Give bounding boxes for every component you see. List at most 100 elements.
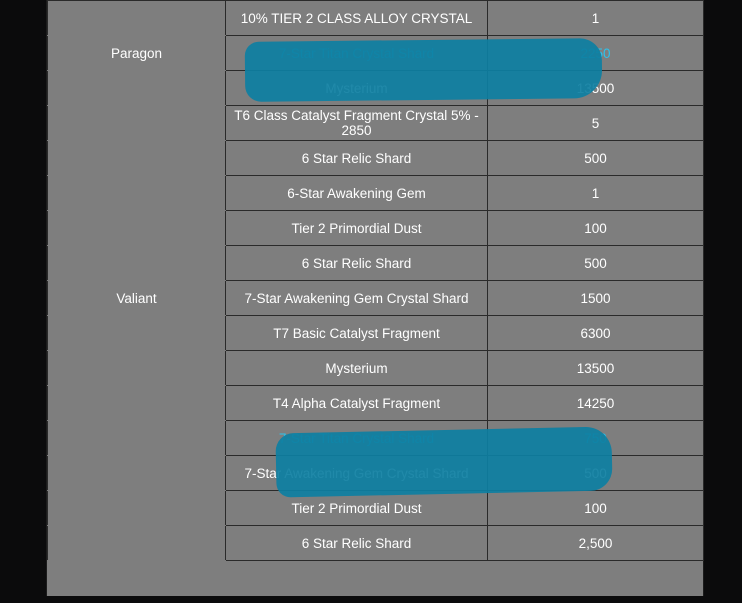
quantity-value: 500 <box>584 255 607 271</box>
group-cell: Paragon <box>47 35 226 71</box>
quantity-cell: 1 <box>487 0 704 36</box>
group-cell <box>47 210 226 246</box>
rewards-table: 10% TIER 2 CLASS ALLOY CRYSTAL 1 Paragon 7-… <box>47 0 704 561</box>
table-row: 6 Star Relic Shard 2,500 <box>47 525 704 561</box>
item-cell: Mysterium <box>225 350 488 386</box>
quantity-value: 750 <box>584 430 607 446</box>
item-name: 10% TIER 2 CLASS ALLOY CRYSTAL <box>240 10 473 26</box>
quantity-cell: 2250 <box>487 35 704 71</box>
quantity-value: 5 <box>591 115 600 131</box>
quantity-cell: 6300 <box>487 315 704 351</box>
group-cell <box>47 0 226 36</box>
table-row: 7-Star Titan Crystal Shard 750 <box>47 420 704 456</box>
quantity-cell: 1 <box>487 175 704 211</box>
quantity-cell: 1500 <box>487 280 704 316</box>
item-name: 6 Star Relic Shard <box>301 150 412 166</box>
item-name: Mysterium <box>325 360 388 376</box>
quantity-cell: 2,500 <box>487 525 704 561</box>
item-cell: T6 Class Catalyst Fragment Crystal 5% - … <box>225 105 488 141</box>
item-cell: 6 Star Relic Shard <box>225 140 488 176</box>
item-cell: Tier 2 Primordial Dust <box>225 490 488 526</box>
quantity-value: 1 <box>591 185 600 201</box>
item-cell: 6 Star Relic Shard <box>225 245 488 281</box>
quantity-value: 2250 <box>580 45 611 61</box>
group-cell <box>47 175 226 211</box>
quantity-cell: 13500 <box>487 350 704 386</box>
table-row: T6 Class Catalyst Fragment Crystal 5% - … <box>47 105 704 141</box>
item-name: T4 Alpha Catalyst Fragment <box>272 395 441 411</box>
quantity-cell: 500 <box>487 245 704 281</box>
item-name: 7-Star Titan Crystal Shard <box>278 45 435 61</box>
quantity-cell: 500 <box>487 455 704 491</box>
quantity-cell: 500 <box>487 140 704 176</box>
bottom-border <box>0 596 742 603</box>
item-cell: T4 Alpha Catalyst Fragment <box>225 385 488 421</box>
table-row: Valiant 7-Star Awakening Gem Crystal Shar… <box>47 280 704 316</box>
table-row: T4 Alpha Catalyst Fragment 14250 <box>47 385 704 421</box>
item-name: 6 Star Relic Shard <box>301 535 412 551</box>
group-cell <box>47 525 226 561</box>
item-name: 7-Star Awakening Gem Crystal Shard <box>244 465 469 481</box>
item-cell: 7-Star Titan Crystal Shard <box>225 35 488 71</box>
item-name: Tier 2 Primordial Dust <box>291 220 422 236</box>
group-cell <box>47 105 226 141</box>
group-cell <box>47 140 226 176</box>
table-row: 10% TIER 2 CLASS ALLOY CRYSTAL 1 <box>47 0 704 36</box>
group-cell <box>47 315 226 351</box>
quantity-value: 6300 <box>580 325 611 341</box>
table-row: 6-Star Awakening Gem 1 <box>47 175 704 211</box>
quantity-value: 13500 <box>576 80 615 96</box>
quantity-cell: 750 <box>487 420 704 456</box>
item-cell: 7-Star Awakening Gem Crystal Shard <box>225 455 488 491</box>
table-row: Mysterium 13500 <box>47 70 704 106</box>
table-row: Mysterium 13500 <box>47 350 704 386</box>
quantity-cell: 100 <box>487 210 704 246</box>
table-row: Tier 2 Primordial Dust 100 <box>47 490 704 526</box>
table-row: 6 Star Relic Shard 500 <box>47 245 704 281</box>
item-name: T6 Class Catalyst Fragment Crystal 5% - … <box>234 108 479 138</box>
group-label: Valiant <box>116 290 157 306</box>
item-name: 6-Star Awakening Gem <box>287 185 426 201</box>
item-cell: 6-Star Awakening Gem <box>225 175 488 211</box>
quantity-cell: 14250 <box>487 385 704 421</box>
quantity-value: 500 <box>584 465 607 481</box>
group-cell <box>47 350 226 386</box>
item-name: 6 Star Relic Shard <box>301 255 412 271</box>
table-row: T7 Basic Catalyst Fragment 6300 <box>47 315 704 351</box>
item-cell: 10% TIER 2 CLASS ALLOY CRYSTAL <box>225 0 488 36</box>
group-cell <box>47 70 226 106</box>
item-name: Mysterium <box>325 80 388 96</box>
group-label: Paragon <box>110 45 163 61</box>
group-cell <box>47 455 226 491</box>
item-cell: Tier 2 Primordial Dust <box>225 210 488 246</box>
table-row: 7-Star Awakening Gem Crystal Shard 500 <box>47 455 704 491</box>
group-cell <box>47 245 226 281</box>
item-cell: 6 Star Relic Shard <box>225 525 488 561</box>
quantity-value: 500 <box>584 150 607 166</box>
item-name: 7-Star Awakening Gem Crystal Shard <box>244 290 469 306</box>
table-row: 6 Star Relic Shard 500 <box>47 140 704 176</box>
group-cell <box>47 420 226 456</box>
item-cell: 7-Star Titan Crystal Shard <box>225 420 488 456</box>
item-name: T7 Basic Catalyst Fragment <box>273 325 440 341</box>
quantity-value: 2,500 <box>578 535 613 551</box>
quantity-cell: 5 <box>487 105 704 141</box>
group-cell <box>47 385 226 421</box>
item-name: 7-Star Titan Crystal Shard <box>278 430 435 446</box>
quantity-value: 1 <box>591 10 600 26</box>
quantity-value: 100 <box>584 500 607 516</box>
table-row: Tier 2 Primordial Dust 100 <box>47 210 704 246</box>
item-cell: T7 Basic Catalyst Fragment <box>225 315 488 351</box>
item-name: Tier 2 Primordial Dust <box>291 500 422 516</box>
quantity-value: 13500 <box>576 360 615 376</box>
rewards-table-container: 10% TIER 2 CLASS ALLOY CRYSTAL 1 Paragon 7-… <box>46 0 704 596</box>
quantity-cell: 13500 <box>487 70 704 106</box>
quantity-value: 1500 <box>580 290 611 306</box>
quantity-cell: 100 <box>487 490 704 526</box>
item-cell: 7-Star Awakening Gem Crystal Shard <box>225 280 488 316</box>
table-row: Paragon 7-Star Titan Crystal Shard 2250 <box>47 35 704 71</box>
group-cell <box>47 490 226 526</box>
quantity-value: 100 <box>584 220 607 236</box>
item-cell: Mysterium <box>225 70 488 106</box>
